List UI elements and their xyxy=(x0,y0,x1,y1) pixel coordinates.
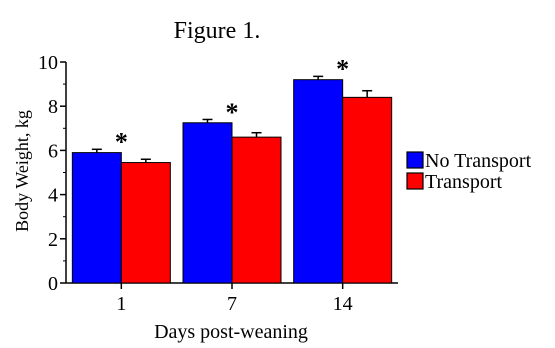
legend-label: Transport xyxy=(425,171,502,193)
bar xyxy=(71,152,122,284)
x-axis-label: Days post-weaning xyxy=(154,321,308,343)
significance-marker: * xyxy=(115,128,128,157)
y-tick-label: 0 xyxy=(48,273,58,295)
y-tick-label: 10 xyxy=(38,52,58,74)
x-tick-label: 1 xyxy=(116,293,126,315)
y-axis-label: Body Weight, kg xyxy=(12,110,32,232)
y-tick-label: 2 xyxy=(48,229,58,251)
bar xyxy=(342,96,393,284)
significance-marker: * xyxy=(226,98,239,127)
bar xyxy=(182,122,233,284)
y-tick-label: 4 xyxy=(48,185,58,207)
bar xyxy=(231,136,282,284)
x-tick-label: 7 xyxy=(227,293,237,315)
bar xyxy=(293,79,344,284)
x-tick-label: 14 xyxy=(333,293,353,315)
significance-marker: * xyxy=(336,55,349,84)
legend-swatch xyxy=(406,151,424,169)
legend-swatch xyxy=(406,172,424,190)
legend-label: No Transport xyxy=(425,150,532,172)
y-tick-label: 8 xyxy=(48,96,58,118)
chart-title: Figure 1. xyxy=(174,18,261,44)
bar xyxy=(120,162,171,284)
y-tick-label: 6 xyxy=(48,140,58,162)
plot-area: 0 2 4 6 8 10 1 * 7 * 14 * xyxy=(38,52,398,315)
